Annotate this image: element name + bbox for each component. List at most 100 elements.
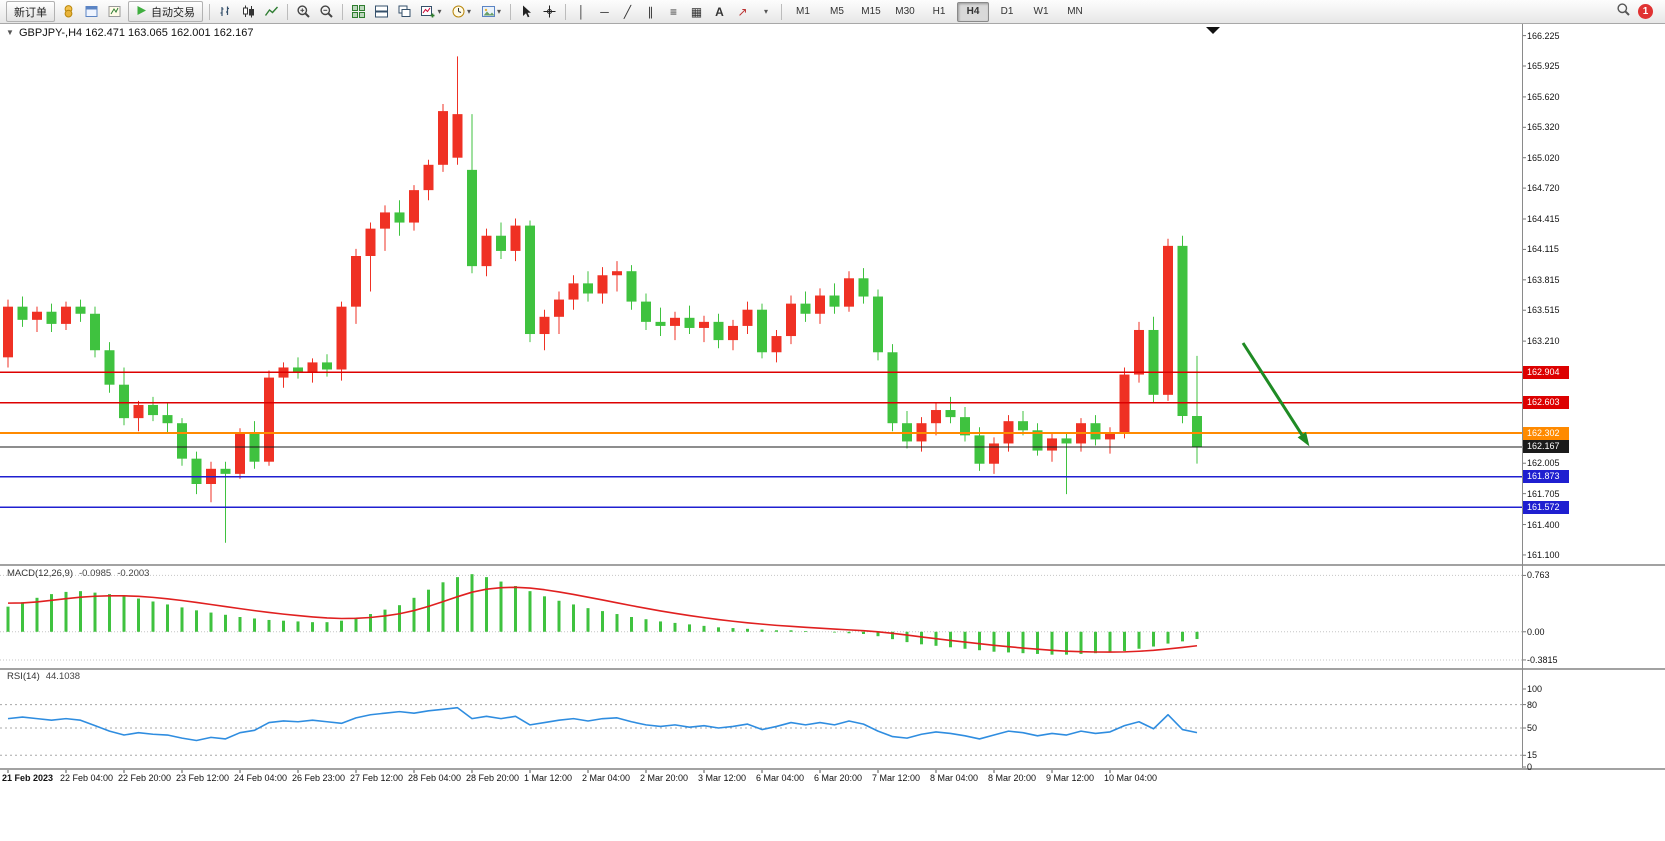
timeframe-m1[interactable]: M1: [796, 6, 810, 17]
bar-chart-icon[interactable]: [214, 1, 237, 23]
timeframe-d1[interactable]: D1: [1000, 6, 1014, 17]
trendline-tool-icon[interactable]: ╱: [623, 4, 632, 19]
candle-body: [365, 228, 376, 256]
new-order-label: 新订单: [14, 6, 47, 19]
candle-body: [626, 271, 637, 302]
rsi-axis-tick: 15: [1527, 750, 1538, 761]
timeframe-m15[interactable]: M15: [861, 6, 881, 17]
timeframe-m30[interactable]: M30: [895, 6, 915, 17]
macd-name: MACD(12,26,9): [7, 568, 73, 579]
candle-body: [597, 275, 608, 294]
price-axis-tick: 165.320: [1527, 122, 1560, 133]
candle-body: [742, 309, 753, 326]
market-watch-icon[interactable]: [57, 1, 80, 23]
candle-body: [17, 306, 28, 320]
zoom-out-icon[interactable]: [315, 1, 338, 23]
fibonacci-tool-icon[interactable]: ≡: [669, 4, 677, 19]
macd-label: MACD(12,26,9) -0.0985 -0.2003: [7, 568, 149, 579]
toolbar: 新订单 自动交易 ▾ ▾ ▾ │ ─ ╱ ∥ ≡ ▦ A ↗ ▾: [0, 0, 1665, 24]
channel-tool-icon[interactable]: ∥: [647, 4, 654, 19]
shapes-tool-icon[interactable]: ▦: [690, 4, 703, 19]
new-order-button[interactable]: 新订单: [6, 1, 55, 22]
time-axis-label: 22 Feb 20:00: [118, 773, 172, 783]
candle-body: [90, 313, 100, 351]
candle-body: [452, 114, 463, 158]
chart-shift-marker[interactable]: [1206, 27, 1220, 34]
time-axis-label: 6 Mar 20:00: [814, 773, 863, 783]
time-axis-label: 10 Mar 04:00: [1104, 773, 1158, 783]
cursor-icon[interactable]: [515, 1, 538, 23]
notification-badge[interactable]: 1: [1638, 4, 1653, 19]
rsi-axis-tick: 100: [1527, 684, 1543, 694]
price-axis-tick: 165.620: [1527, 91, 1560, 102]
toolbar-separator: [781, 3, 782, 20]
candle-body: [496, 235, 506, 251]
templates-button[interactable]: ▾: [476, 1, 506, 23]
timeframe-m5[interactable]: M5: [830, 6, 844, 17]
time-axis-label: 24 Feb 04:00: [234, 773, 288, 783]
price-axis-tick: 164.115: [1527, 244, 1559, 255]
panel-separator[interactable]: [0, 668, 1665, 670]
candle-body: [510, 225, 521, 251]
timeframe-h1[interactable]: H1: [932, 6, 946, 17]
data-window-icon[interactable]: [80, 1, 103, 23]
rsi-value: 44.1038: [45, 671, 81, 682]
chevron-down-icon: ▾: [466, 7, 471, 16]
vertical-line-tool-icon[interactable]: │: [577, 4, 586, 19]
line-chart-icon[interactable]: [260, 1, 283, 23]
profiles-button[interactable]: ▾: [446, 1, 476, 23]
trend-arrow-annotation[interactable]: [1241, 342, 1304, 436]
time-axis-label: 8 Mar 20:00: [988, 773, 1037, 783]
text-tool-icon[interactable]: A: [715, 4, 724, 19]
arrange-windows-icon[interactable]: [370, 1, 393, 23]
time-axis-label: 28 Feb 20:00: [466, 773, 520, 783]
time-axis-label: 26 Feb 23:00: [292, 773, 346, 783]
candle-body: [786, 303, 796, 337]
candle-body: [684, 317, 695, 328]
arrows-tool-icon[interactable]: ↗: [737, 4, 748, 19]
candle-body: [148, 404, 158, 416]
toolbar-right: 1: [1616, 2, 1661, 22]
candle-body: [539, 316, 550, 335]
zoom-in-icon[interactable]: [292, 1, 315, 23]
candle-body: [1061, 438, 1072, 444]
tools-dropdown[interactable]: ▾: [754, 1, 777, 23]
panel-separator[interactable]: [0, 564, 1665, 566]
search-icon[interactable]: [1616, 2, 1631, 22]
panel-separator[interactable]: [0, 768, 1665, 770]
candle-body: [960, 417, 970, 436]
candle-body: [902, 423, 912, 442]
cascade-windows-icon[interactable]: [393, 1, 416, 23]
candle-body: [409, 190, 419, 223]
autotrading-button[interactable]: 自动交易: [128, 1, 203, 22]
time-axis-label: 9 Mar 12:00: [1046, 773, 1095, 783]
one-click-trading-collapse-icon[interactable]: ▼: [6, 28, 14, 37]
candle-body: [1134, 329, 1144, 375]
candle-body: [1148, 329, 1159, 395]
crosshair-icon[interactable]: [538, 1, 561, 23]
price-label-box-162.603: 162.603: [1523, 396, 1569, 410]
new-chart-button[interactable]: ▾: [416, 1, 446, 23]
timeframe-mn[interactable]: MN: [1067, 6, 1083, 17]
time-axis-label: 6 Mar 04:00: [756, 773, 805, 783]
candle-body: [945, 410, 956, 418]
price-axis-tick: 161.400: [1527, 519, 1560, 530]
timeframe-w1[interactable]: W1: [1033, 6, 1049, 17]
candle-body: [336, 306, 347, 370]
candle-body: [32, 311, 42, 320]
candle-body: [467, 169, 477, 267]
candle-body: [887, 352, 898, 424]
horizontal-line-tool-icon[interactable]: ─: [600, 4, 609, 19]
candle-body: [858, 278, 869, 297]
time-axis-label: 22 Feb 04:00: [60, 773, 114, 783]
time-axis-label: 27 Feb 12:00: [350, 773, 404, 783]
trend-arrow-head[interactable]: [1297, 431, 1310, 447]
time-axis-label: 2 Mar 20:00: [640, 773, 689, 783]
tile-windows-icon[interactable]: [347, 1, 370, 23]
candlestick-chart-icon[interactable]: [237, 1, 260, 23]
candle-body: [873, 296, 883, 353]
navigator-icon[interactable]: [103, 1, 126, 23]
timeframe-h4[interactable]: H4: [957, 1, 989, 22]
candle-body: [728, 325, 738, 341]
